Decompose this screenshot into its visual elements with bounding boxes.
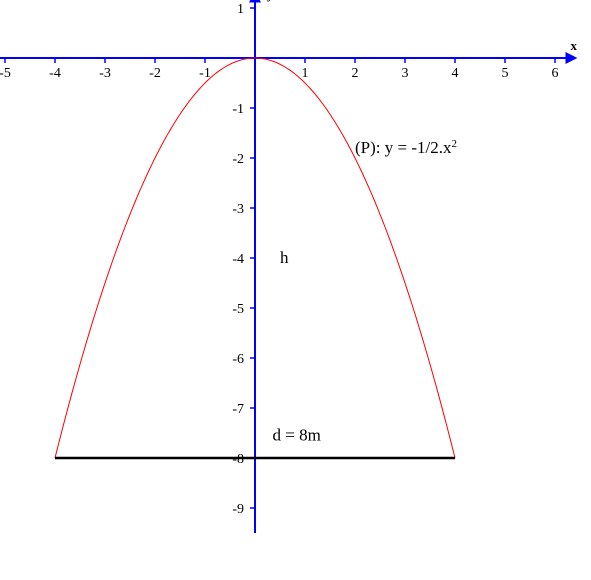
h-label: h xyxy=(280,248,289,267)
x-tick-label: -4 xyxy=(49,66,61,81)
x-tick-label: 2 xyxy=(352,66,359,81)
x-tick-label: 6 xyxy=(552,66,559,81)
y-tick-label: -5 xyxy=(232,302,244,317)
x-tick-label: -2 xyxy=(149,66,161,81)
x-tick-label: 1 xyxy=(302,66,309,81)
x-tick-label: -5 xyxy=(0,66,11,81)
y-axis-label: y xyxy=(267,0,274,2)
y-tick-label: -4 xyxy=(232,252,244,267)
x-axis-label: x xyxy=(571,38,578,53)
x-tick-label: 5 xyxy=(502,66,509,81)
x-tick-label: -3 xyxy=(99,66,111,81)
y-tick-label: -1 xyxy=(232,102,244,117)
equation-label: (P): y = -1/2.x2 xyxy=(355,138,457,157)
y-tick-label: 1 xyxy=(237,2,244,17)
y-tick-label: -2 xyxy=(232,152,244,167)
x-tick-label: 3 xyxy=(402,66,409,81)
y-tick-label: -7 xyxy=(232,402,244,417)
y-tick-label: -9 xyxy=(232,502,244,517)
y-tick-label: -6 xyxy=(232,352,244,367)
d-label: d = 8m xyxy=(273,426,321,445)
x-tick-label: 4 xyxy=(452,66,459,81)
y-tick-label: -8 xyxy=(232,452,244,467)
parabola-chart: -5-4-3-2-11234561-1-2-3-4-5-6-7-8-9xy(P)… xyxy=(0,0,591,580)
y-tick-label: -3 xyxy=(232,202,244,217)
